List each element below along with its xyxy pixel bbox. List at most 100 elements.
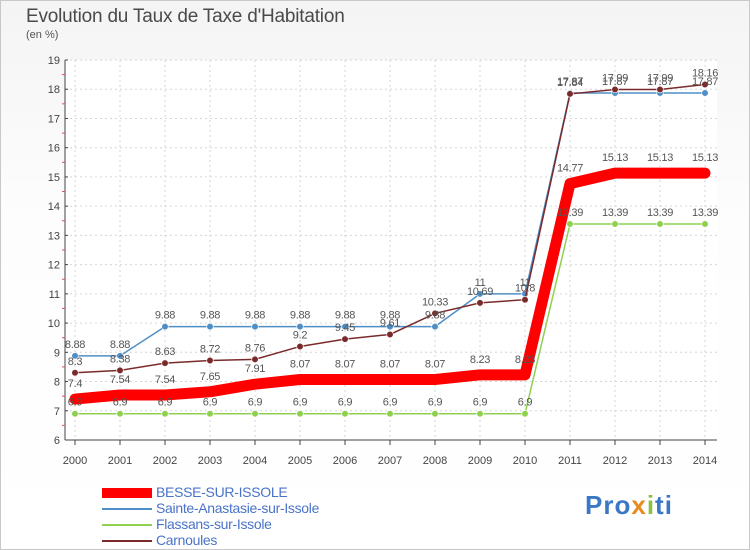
data-label-besse-sur-issole: 8.07 bbox=[425, 358, 445, 370]
data-label-carnoules: 18.16 bbox=[692, 68, 718, 80]
logo-part: ti bbox=[655, 490, 673, 520]
data-label-sainte-anastasie-sur-issole: 8.88 bbox=[65, 339, 85, 351]
y-tick-label: 13 bbox=[48, 230, 60, 242]
data-point-flassans-sur-issole bbox=[656, 220, 664, 228]
data-point-sainte-anastasie-sur-issole bbox=[206, 322, 214, 331]
data-label-besse-sur-issole: 7.54 bbox=[155, 374, 175, 386]
y-tick-label: 12 bbox=[48, 260, 60, 272]
data-label-sainte-anastasie-sur-issole: 9.88 bbox=[290, 310, 310, 322]
data-label-carnoules: 8.38 bbox=[110, 353, 130, 365]
data-label-sainte-anastasie-sur-issole: 17.87 bbox=[647, 76, 673, 88]
y-tick-label: 17 bbox=[48, 113, 60, 125]
x-tick-label: 2009 bbox=[468, 455, 492, 467]
x-tick-label: 2013 bbox=[648, 455, 672, 467]
data-label-besse-sur-issole: 7.54 bbox=[110, 374, 130, 386]
data-point-sainte-anastasie-sur-issole bbox=[476, 290, 484, 298]
data-label-besse-sur-issole: 15.13 bbox=[647, 152, 673, 164]
y-tick-label: 11 bbox=[49, 289, 60, 301]
x-tick-label: 2003 bbox=[198, 455, 222, 467]
legend-label: Sainte-Anastasie-sur-Issole bbox=[156, 500, 320, 516]
chart-title: Evolution du Taux de Taxe d'Habitation bbox=[26, 6, 345, 27]
data-label-flassans-sur-issole: 6.9 bbox=[473, 397, 488, 409]
data-label-besse-sur-issole: 15.13 bbox=[602, 152, 628, 164]
data-point-carnoules bbox=[566, 90, 574, 98]
data-label-besse-sur-issole: 8.07 bbox=[335, 358, 355, 370]
y-tick-label: 7 bbox=[54, 406, 60, 418]
data-point-carnoules bbox=[521, 296, 529, 304]
data-label-sainte-anastasie-sur-issole: 9.88 bbox=[425, 310, 445, 322]
data-point-carnoules bbox=[701, 80, 709, 89]
data-point-flassans-sur-issole bbox=[296, 410, 304, 418]
y-tick-label: 6 bbox=[54, 435, 60, 447]
x-tick-label: 2004 bbox=[243, 455, 267, 467]
x-tick-label: 2014 bbox=[693, 455, 717, 467]
x-tick-label: 2011 bbox=[558, 455, 582, 467]
data-label-besse-sur-issole: 14.77 bbox=[557, 163, 583, 175]
data-label-besse-sur-issole: 8.07 bbox=[290, 358, 310, 370]
data-point-flassans-sur-issole bbox=[431, 410, 439, 418]
data-label-flassans-sur-issole: 6.9 bbox=[338, 397, 353, 409]
data-point-carnoules bbox=[611, 85, 619, 94]
data-label-sainte-anastasie-sur-issole: 9.88 bbox=[335, 310, 355, 322]
data-label-flassans-sur-issole: 6.9 bbox=[383, 397, 398, 409]
data-point-flassans-sur-issole bbox=[161, 410, 169, 418]
data-labels: 7.4 7.54 7.54 7.65 7.91 8.07 8.07 8.07 8.07 8.23 8… bbox=[65, 68, 719, 409]
y-tick-label: 14 bbox=[48, 201, 60, 213]
data-label-besse-sur-issole: 8.07 bbox=[380, 358, 400, 370]
data-label-besse-sur-issole: 8.23 bbox=[470, 354, 490, 366]
data-label-sainte-anastasie-sur-issole: 17.87 bbox=[557, 76, 583, 88]
data-label-sainte-anastasie-sur-issole: 17.87 bbox=[692, 76, 718, 88]
x-tick-label: 2012 bbox=[603, 455, 627, 467]
data-label-sainte-anastasie-sur-issole: 11 bbox=[475, 277, 486, 289]
x-tick-label: 2006 bbox=[333, 455, 357, 467]
data-point-sainte-anastasie-sur-issole bbox=[386, 322, 394, 331]
data-label-carnoules: 17.99 bbox=[647, 73, 673, 85]
data-label-flassans-sur-issole: 6.9 bbox=[113, 397, 128, 409]
logo-part: Pro bbox=[585, 490, 632, 520]
data-label-besse-sur-issole: 8.23 bbox=[515, 354, 535, 366]
data-label-carnoules: 17.99 bbox=[602, 73, 628, 85]
data-label-flassans-sur-issole: 6.9 bbox=[518, 397, 533, 409]
chart-unit: (en %) bbox=[26, 29, 59, 41]
legend-label: Flassans-sur-Issole bbox=[156, 516, 272, 532]
series bbox=[69, 80, 711, 418]
data-label-besse-sur-issole: 7.4 bbox=[68, 378, 83, 390]
data-label-carnoules: 9.2 bbox=[293, 329, 308, 341]
data-point-carnoules bbox=[386, 330, 394, 339]
data-point-carnoules bbox=[296, 342, 304, 351]
data-label-sainte-anastasie-sur-issole: 9.88 bbox=[155, 310, 175, 322]
data-point-sainte-anastasie-sur-issole bbox=[701, 89, 709, 97]
y-tick-label: 19 bbox=[48, 55, 60, 67]
legend-label: Carnoules bbox=[156, 532, 218, 548]
legend-swatch bbox=[102, 540, 152, 542]
data-point-sainte-anastasie-sur-issole bbox=[161, 322, 169, 331]
data-label-sainte-anastasie-sur-issole: 9.88 bbox=[245, 310, 265, 322]
data-label-carnoules: 8.72 bbox=[200, 343, 220, 355]
data-point-carnoules bbox=[206, 356, 214, 365]
data-label-flassans-sur-issole: 6.9 bbox=[158, 397, 173, 409]
data-label-besse-sur-issole: 7.65 bbox=[200, 371, 220, 383]
logo-part: i bbox=[646, 490, 656, 520]
data-point-flassans-sur-issole bbox=[386, 410, 394, 418]
x-tick-label: 2005 bbox=[288, 455, 312, 467]
data-label-sainte-anastasie-sur-issole: 17.87 bbox=[602, 76, 628, 88]
legend-swatch bbox=[102, 488, 152, 498]
x-tick-label: 2007 bbox=[378, 455, 402, 467]
data-label-sainte-anastasie-sur-issole: 8.88 bbox=[110, 339, 130, 351]
data-point-sainte-anastasie-sur-issole bbox=[116, 352, 124, 360]
legend-swatch bbox=[102, 524, 152, 526]
x-tick-label: 2002 bbox=[153, 455, 177, 467]
data-point-flassans-sur-issole bbox=[341, 410, 349, 418]
data-label-flassans-sur-issole: 13.39 bbox=[557, 207, 583, 219]
data-point-carnoules bbox=[71, 369, 79, 377]
y-tick-label: 10 bbox=[48, 318, 60, 330]
data-point-carnoules bbox=[431, 309, 439, 318]
data-label-flassans-sur-issole: 13.39 bbox=[602, 207, 628, 219]
logo-part: x bbox=[631, 490, 647, 520]
data-label-carnoules: 17.84 bbox=[557, 77, 583, 89]
y-tick-label: 15 bbox=[48, 172, 60, 184]
x-tick-label: 2001 bbox=[108, 455, 132, 467]
y-tick-label: 9 bbox=[54, 347, 60, 359]
data-label-flassans-sur-issole: 6.9 bbox=[248, 397, 263, 409]
y-tick-label: 8 bbox=[54, 377, 60, 389]
